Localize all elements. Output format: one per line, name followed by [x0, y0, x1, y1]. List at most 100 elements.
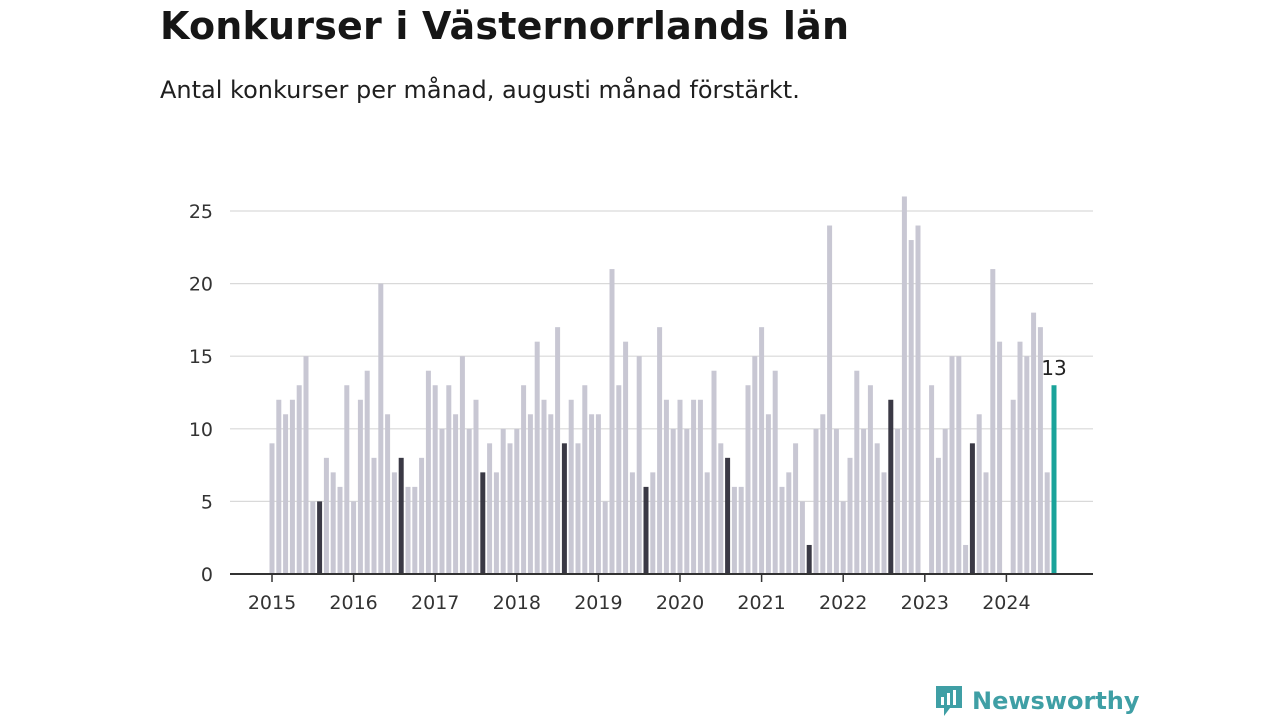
bar [344, 385, 350, 574]
bar [861, 428, 867, 574]
x-tick-label: 2024 [982, 592, 1030, 614]
bar [514, 428, 520, 574]
bar [779, 486, 785, 574]
bar [527, 414, 533, 574]
bar [718, 443, 724, 574]
bar [391, 472, 397, 574]
bar [480, 472, 486, 574]
y-tick-label: 20 [189, 274, 213, 296]
bar [997, 341, 1003, 574]
axes [230, 573, 1093, 582]
bar [895, 428, 901, 574]
bar [1051, 385, 1057, 574]
y-tick-label: 5 [201, 491, 213, 513]
bar [330, 472, 336, 574]
bar [888, 399, 894, 574]
x-tick-label: 2015 [248, 592, 296, 614]
bar [636, 356, 642, 574]
bar [867, 385, 873, 574]
y-tick-label: 15 [189, 346, 213, 368]
bar [310, 501, 316, 574]
bar [677, 399, 683, 574]
bar [663, 399, 669, 574]
bar [738, 486, 744, 574]
bar [752, 356, 758, 574]
bar [731, 486, 737, 574]
bar [446, 385, 452, 574]
bar [1024, 356, 1030, 574]
bar [351, 501, 357, 574]
bar [459, 356, 465, 574]
bars [269, 196, 1057, 575]
bar [881, 472, 887, 574]
labels: 0 5 10 15 20 25 13 2015 2016 2017 2018 2019 2020 2021… [189, 201, 1067, 614]
bar [575, 443, 581, 574]
bar [908, 240, 914, 575]
bar [398, 457, 404, 574]
bar [595, 414, 601, 574]
highlight-label: 13 [1041, 356, 1066, 380]
bar [623, 341, 629, 574]
brand-name: Newsworthy [972, 687, 1140, 715]
bar [602, 501, 608, 574]
bar [854, 370, 860, 574]
bar [378, 283, 384, 574]
bar [1044, 472, 1050, 574]
bar [269, 443, 275, 574]
bar [371, 457, 377, 574]
bar [629, 472, 635, 574]
chart-subtitle: Antal konkurser per månad, augusti månad… [160, 76, 800, 104]
bar [827, 225, 833, 574]
bar [670, 428, 676, 574]
newsworthy-logo-icon [936, 686, 962, 716]
bar [555, 327, 561, 574]
bar [534, 341, 540, 574]
bar [561, 443, 567, 574]
bar [303, 356, 309, 574]
y-tick-label: 25 [189, 201, 213, 223]
bar [765, 414, 771, 574]
bar [840, 501, 846, 574]
bar [521, 385, 527, 574]
chart-title: Konkurser i Västernorrlands län [160, 4, 850, 48]
bar [541, 399, 547, 574]
bar [589, 414, 595, 574]
bar [725, 457, 731, 574]
bar [412, 486, 418, 574]
bar [1037, 327, 1043, 574]
bar [833, 428, 839, 574]
bar-chart: 0 5 10 15 20 25 13 2015 2016 2017 2018 2019 2020 2021… [189, 196, 1093, 614]
bar [799, 501, 805, 574]
x-tick-label: 2019 [574, 592, 622, 614]
bar [935, 457, 941, 574]
bar [357, 399, 363, 574]
bar [466, 428, 472, 574]
bar [901, 196, 907, 575]
x-tick-label: 2020 [656, 592, 704, 614]
bar [289, 399, 295, 574]
bar [657, 327, 663, 574]
x-tick-label: 2022 [819, 592, 867, 614]
bar [337, 486, 343, 574]
bar [1031, 312, 1037, 574]
bar [963, 544, 969, 574]
bar [643, 486, 649, 574]
bar [364, 370, 370, 574]
bar [949, 356, 955, 574]
x-tick-label: 2016 [329, 592, 377, 614]
bar [759, 327, 765, 574]
bar [820, 414, 826, 574]
bar [976, 414, 982, 574]
y-tick-label: 10 [189, 419, 213, 441]
bar [1010, 399, 1016, 574]
bar [276, 399, 282, 574]
bar [806, 544, 812, 574]
bar [405, 486, 411, 574]
brand: Newsworthy [934, 684, 1140, 718]
bar [793, 443, 799, 574]
bar [691, 399, 697, 574]
bar [969, 443, 975, 574]
bar [616, 385, 622, 574]
bar [473, 399, 479, 574]
bar [956, 356, 962, 574]
